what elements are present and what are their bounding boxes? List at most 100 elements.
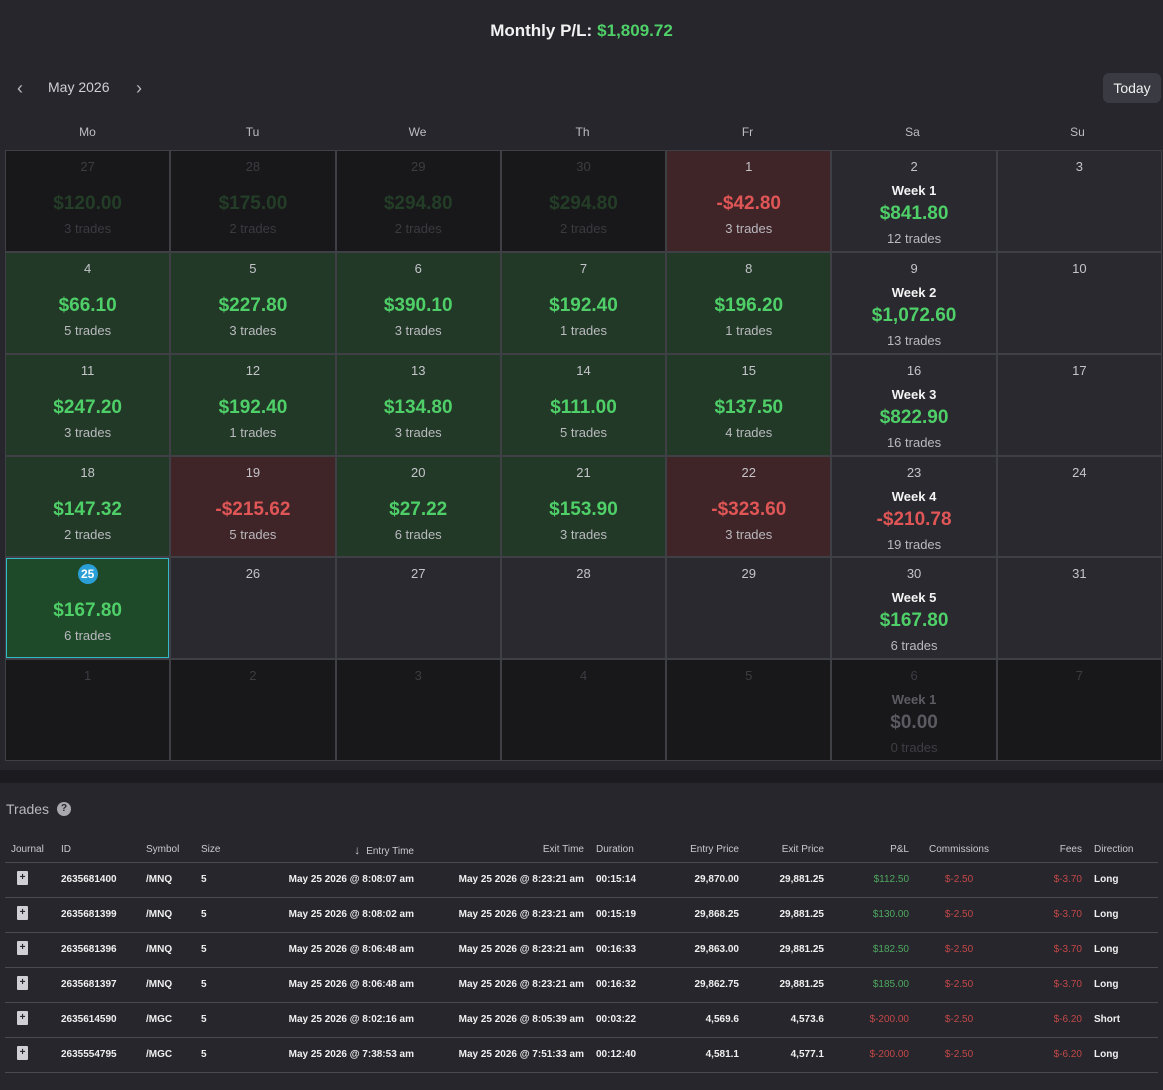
col-size[interactable]: Size [195,838,245,863]
calendar-week-summary-cell[interactable]: 2 Week 1 $841.80 12 trades [832,151,996,251]
calendar-week-summary-cell[interactable]: 30 Week 5 $167.80 6 trades [832,558,996,659]
calendar-day-cell[interactable]: 1 [6,660,170,760]
calendar-day-cell[interactable]: 29 [667,558,831,659]
day-number: 7 [1075,668,1083,684]
today-button[interactable]: Today [1103,73,1161,103]
day-pl: $111.00 [550,396,617,418]
calendar-day-cell[interactable]: 21 $153.90 3 trades [501,456,666,557]
col-exit-price[interactable]: Exit Price [745,838,830,863]
day-number: 25 [77,564,98,585]
calendar-day-cell[interactable]: 6 $390.10 3 trades [336,252,500,353]
calendar-day-cell[interactable]: 14 $111.00 5 trades [501,354,666,455]
calendar-day-cell[interactable]: 17 [997,354,1161,455]
trade-journal-cell[interactable] [5,862,55,898]
calendar-day-cell[interactable]: 11 $247.20 3 trades [6,354,170,455]
calendar-day-cell[interactable]: 19 -$215.62 5 trades [171,456,335,557]
col-direction[interactable]: Direction [1088,838,1158,863]
trade-journal-cell[interactable] [5,897,55,933]
calendar-day-cell[interactable]: 27 [336,558,500,659]
calendar-day-cell[interactable]: 3 [336,660,500,760]
calendar-week-summary-cell[interactable]: 9 Week 2 $1,072.60 13 trades [832,252,996,353]
col-entry-time[interactable]: ↓ Entry Time [245,838,420,863]
trade-journal-cell[interactable] [5,967,55,1003]
day-number: 19 [245,464,261,480]
calendar-day-cell[interactable]: 2 [171,660,335,760]
week-label: Week 2 [891,284,937,300]
col-journal[interactable]: Journal [5,838,55,863]
current-month-label: May 2026 [48,79,110,95]
calendar-day-cell[interactable]: 15 $137.50 4 trades [667,354,831,455]
calendar-day-cell[interactable]: 13 $134.80 3 trades [336,354,500,455]
calendar-day-cell[interactable]: 7 [997,660,1161,760]
calendar-day-cell[interactable]: 25 $167.80 6 trades [6,558,170,659]
journal-add-icon[interactable] [17,1011,28,1025]
calendar-day-cell[interactable]: 27 $120.00 3 trades [6,151,170,251]
col-commissions[interactable]: Commissions [915,838,1003,863]
journal-add-icon[interactable] [17,906,28,920]
trade-symbol: /MNQ [140,862,195,898]
day-pl: $153.90 [549,498,618,520]
calendar-day-cell[interactable]: 4 [501,660,666,760]
calendar-week-summary-cell[interactable]: 6 Week 1 $0.00 0 trades [832,660,996,760]
calendar-day-cell[interactable]: 10 [997,252,1161,353]
calendar-day-cell[interactable]: 18 $147.32 2 trades [6,456,170,557]
calendar-day-cell[interactable]: 20 $27.22 6 trades [336,456,500,557]
trade-direction: Long [1088,967,1158,1003]
day-pl: $27.22 [389,498,448,520]
calendar-day-cell[interactable]: 5 $227.80 3 trades [171,252,335,353]
trade-entry-time: May 25 2026 @ 8:02:16 am [245,1002,420,1038]
day-number: 28 [245,159,261,174]
calendar-day-cell[interactable]: 1 -$42.80 3 trades [667,151,831,251]
calendar-day-cell[interactable]: 3 [997,151,1161,251]
chevron-left-icon[interactable]: ‹ [17,78,23,98]
calendar-day-cell[interactable]: 29 $294.80 2 trades [336,151,500,251]
calendar-week-summary-cell[interactable]: 16 Week 3 $822.90 16 trades [832,354,996,455]
calendar-day-cell[interactable]: 22 -$323.60 3 trades [667,456,831,557]
calendar-day-cell[interactable]: 26 [171,558,335,659]
day-number: 23 [906,464,922,480]
journal-add-icon[interactable] [17,1046,28,1060]
calendar-day-cell[interactable]: 5 [667,660,831,760]
calendar-day-cell[interactable]: 30 $294.80 2 trades [501,151,666,251]
col-symbol[interactable]: Symbol [140,838,195,863]
trades-table-header: Journal ID Symbol Size ↓ Entry Time Exit … [5,838,1158,863]
col-entry-price[interactable]: Entry Price [660,838,745,863]
calendar-day-cell[interactable]: 24 [997,456,1161,557]
day-trade-count: 1 trades [560,322,607,338]
col-fees[interactable]: Fees [1003,838,1088,863]
trade-exit-price: 29,881.25 [745,967,830,1003]
col-duration[interactable]: Duration [590,838,660,863]
day-pl: $247.20 [53,396,122,418]
trade-exit-time: May 25 2026 @ 8:05:39 am [420,1002,590,1038]
trade-entry-price: 4,581.1 [660,1037,745,1073]
trade-direction: Long [1088,897,1158,933]
calendar-day-cell[interactable]: 8 $196.20 1 trades [667,252,831,353]
col-id[interactable]: ID [55,838,140,863]
calendar-day-cell[interactable]: 7 $192.40 1 trades [501,252,666,353]
journal-add-icon[interactable] [17,871,28,885]
trade-journal-cell[interactable] [5,1037,55,1073]
calendar-day-cell[interactable]: 31 [997,558,1161,659]
trade-entry-price: 29,862.75 [660,967,745,1003]
col-pl[interactable]: P&L [830,838,915,863]
trade-symbol: /MGC [140,1002,195,1038]
calendar-day-cell[interactable]: 12 $192.40 1 trades [171,354,335,455]
journal-add-icon[interactable] [17,976,28,990]
help-icon[interactable]: ? [57,802,72,816]
calendar-day-cell[interactable]: 4 $66.10 5 trades [6,252,170,353]
calendar-week-summary-cell[interactable]: 23 Week 4 -$210.78 19 trades [832,456,996,557]
col-exit-time[interactable]: Exit Time [420,838,590,863]
journal-add-icon[interactable] [17,941,28,955]
trade-journal-cell[interactable] [5,1002,55,1038]
calendar-day-cell[interactable]: 28 [501,558,666,659]
calendar-day-cell[interactable]: 28 $175.00 2 trades [171,151,335,251]
trade-journal-cell[interactable] [5,932,55,968]
day-number: 3 [414,668,422,684]
chevron-right-icon[interactable]: › [136,78,142,98]
